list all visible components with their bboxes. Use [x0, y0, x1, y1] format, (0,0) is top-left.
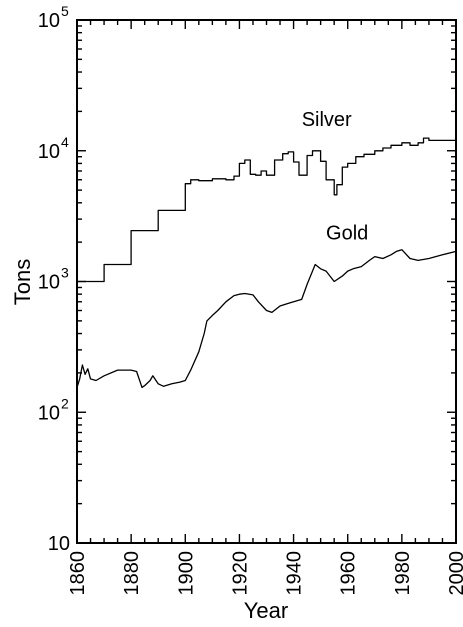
y-tick-exponent: 4 — [61, 134, 69, 150]
x-axis-title: Year — [244, 598, 288, 623]
y-tick-label: 10 — [48, 533, 70, 555]
series-label-silver: Silver — [302, 109, 352, 131]
series-label-gold: Gold — [326, 222, 368, 244]
y-tick-exponent: 3 — [61, 265, 69, 281]
x-tick-label: 1940 — [284, 551, 306, 596]
y-tick-label: 10 — [38, 402, 60, 424]
series-line-gold — [76, 249, 457, 389]
plot-frame — [76, 19, 457, 544]
series-line-silver — [77, 137, 457, 283]
y-tick-label: 10 — [38, 272, 60, 294]
y-tick-label: 10 — [38, 141, 60, 163]
x-tick-label: 1960 — [338, 551, 360, 596]
series-lines — [76, 137, 457, 389]
x-tick-label: 1900 — [175, 551, 197, 596]
x-tick-labels: 1860 1880 1900 1920 1940 1960 1980 2000 — [67, 551, 463, 596]
x-tick-label: 1920 — [229, 551, 251, 596]
x-tick-label: 2000 — [446, 551, 463, 596]
x-tick-label: 1860 — [67, 551, 89, 596]
y-tick-label: 10 — [38, 10, 60, 32]
axis-ticks — [76, 19, 457, 544]
series-labels: Silver Gold — [302, 109, 369, 245]
y-tick-exponent: 5 — [61, 3, 69, 19]
y-tick-exponent: 2 — [61, 395, 69, 411]
y-axis-title: Tons — [10, 259, 35, 305]
x-tick-label: 1880 — [121, 551, 143, 596]
x-tick-label: 1980 — [392, 551, 414, 596]
